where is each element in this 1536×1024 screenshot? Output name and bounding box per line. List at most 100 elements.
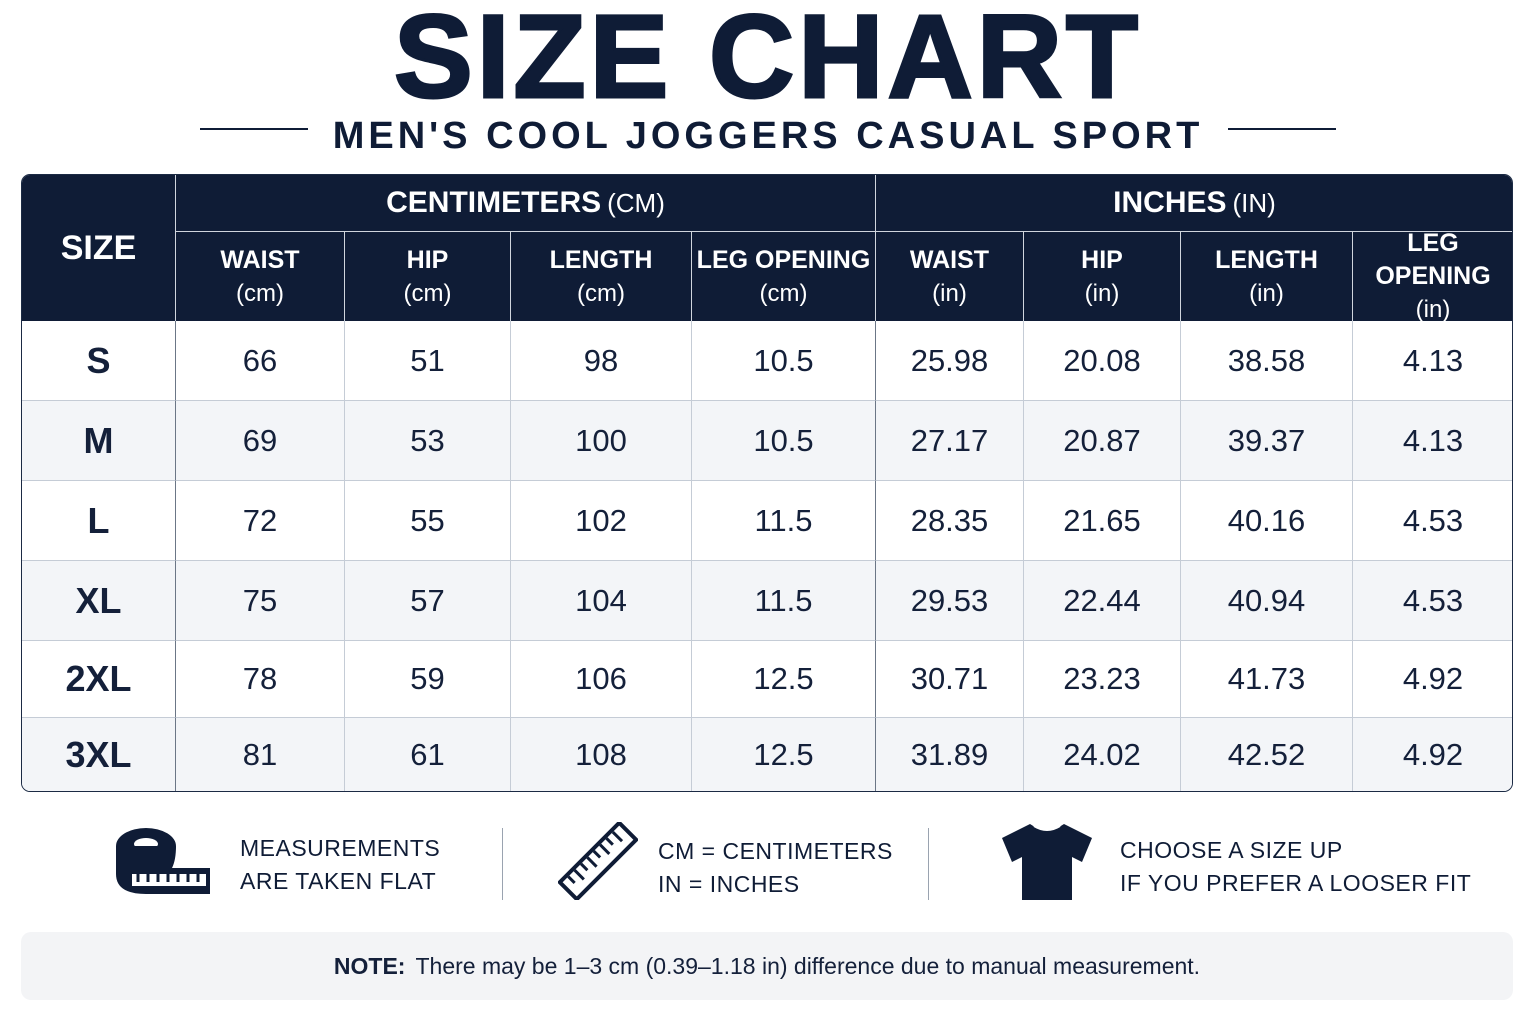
value-cell: 24.02 xyxy=(1024,718,1181,791)
column-unit: (in) xyxy=(1415,296,1451,323)
column-label: WAIST xyxy=(909,245,990,274)
group-label: CENTIMETERS xyxy=(386,186,602,219)
value-cell: 100 xyxy=(511,401,692,481)
group-unit: (IN) xyxy=(1232,187,1276,218)
value-cell: 31.89 xyxy=(876,718,1024,791)
value-cell: 4.53 xyxy=(1353,561,1512,641)
group-header: CENTIMETERS (CM) xyxy=(176,175,876,232)
value-cell: 51 xyxy=(345,321,511,401)
value-cell: 11.5 xyxy=(692,561,876,641)
info-line: IF YOU PREFER A LOOSER FIT xyxy=(1120,870,1472,896)
size-cell: S xyxy=(22,321,176,401)
column-label: LEG OPENING xyxy=(696,245,871,274)
tape-icon xyxy=(116,828,210,894)
value-cell: 4.92 xyxy=(1353,641,1512,718)
info-text: MEASUREMENTS ARE TAKEN FLAT xyxy=(240,832,440,898)
info-line: CHOOSE A SIZE UP xyxy=(1120,837,1343,863)
value-cell: 10.5 xyxy=(692,401,876,481)
value-cell: 38.58 xyxy=(1181,321,1353,401)
value-cell: 104 xyxy=(511,561,692,641)
value-cell: 12.5 xyxy=(692,641,876,718)
ruler-icon xyxy=(558,822,638,900)
value-cell: 20.87 xyxy=(1024,401,1181,481)
value-cell: 102 xyxy=(511,481,692,561)
value-cell: 21.65 xyxy=(1024,481,1181,561)
note-label: NOTE: xyxy=(333,952,406,979)
column-label: LENGTH xyxy=(1215,245,1318,274)
value-cell: 78 xyxy=(176,641,345,718)
value-cell: 69 xyxy=(176,401,345,481)
column-label: WAIST xyxy=(220,245,300,274)
note-text: There may be 1–3 cm (0.39–1.18 in) diffe… xyxy=(415,952,1201,979)
value-cell: 30.71 xyxy=(876,641,1024,718)
shirt-icon xyxy=(1002,824,1092,900)
header-cell: SIZE xyxy=(22,175,176,321)
value-cell: 27.17 xyxy=(876,401,1024,481)
value-cell: 81 xyxy=(176,718,345,791)
value-cell: 55 xyxy=(345,481,511,561)
value-cell: 4.13 xyxy=(1353,401,1512,481)
value-cell: 4.13 xyxy=(1353,321,1512,401)
column-unit: (in) xyxy=(932,279,967,307)
info-line: CM = CENTIMETERS xyxy=(658,838,893,864)
column-label: LEG OPENING xyxy=(1375,229,1491,290)
info-line: MEASUREMENTS xyxy=(240,835,441,861)
column-unit: (cm) xyxy=(236,279,284,307)
info-line: ARE TAKEN FLAT xyxy=(240,868,437,894)
value-cell: 4.53 xyxy=(1353,481,1512,561)
info-text: CM = CENTIMETERS IN = INCHES xyxy=(658,835,893,901)
column-unit: (cm) xyxy=(403,279,452,307)
decor-line xyxy=(1228,128,1336,130)
value-cell: 29.53 xyxy=(876,561,1024,641)
column-header: LEG OPENING (in) xyxy=(1353,229,1512,323)
value-cell: 108 xyxy=(511,718,692,791)
subtitle: MEN'S COOL JOGGERS CASUAL SPORT xyxy=(332,115,1204,157)
title: SIZE CHART xyxy=(393,0,1142,123)
column-unit: (cm) xyxy=(577,279,625,307)
size-cell: L xyxy=(22,481,176,561)
value-cell: 22.44 xyxy=(1024,561,1181,641)
value-cell: 106 xyxy=(511,641,692,718)
column-header: WAIST (cm) xyxy=(176,232,345,321)
column-label: HIP xyxy=(1081,245,1123,274)
column-unit: (in) xyxy=(1084,279,1120,307)
value-cell: 4.92 xyxy=(1353,718,1512,791)
value-cell: 59 xyxy=(345,641,511,718)
column-unit: (in) xyxy=(1249,279,1284,307)
size-cell: 3XL xyxy=(22,718,176,791)
size-cell: 2XL xyxy=(22,641,176,718)
group-header: INCHES (IN) xyxy=(876,175,1512,232)
column-header: HIP (cm) xyxy=(345,232,511,321)
value-cell: 40.94 xyxy=(1181,561,1353,641)
value-cell: 12.5 xyxy=(692,718,876,791)
value-cell: 28.35 xyxy=(876,481,1024,561)
value-cell: 66 xyxy=(176,321,345,401)
size-cell: XL xyxy=(22,561,176,641)
value-cell: 75 xyxy=(176,561,345,641)
separator xyxy=(502,828,503,900)
value-cell: 53 xyxy=(345,401,511,481)
column-header: HIP (in) xyxy=(1024,232,1181,321)
value-cell: 42.52 xyxy=(1181,718,1353,791)
value-cell: 10.5 xyxy=(692,321,876,401)
value-cell: 40.16 xyxy=(1181,481,1353,561)
column-header: LENGTH (cm) xyxy=(511,232,692,321)
info-text: CHOOSE A SIZE UP IF YOU PREFER A LOOSER F… xyxy=(1120,834,1471,900)
value-cell: 41.73 xyxy=(1181,641,1353,718)
value-cell: 23.23 xyxy=(1024,641,1181,718)
column-header: WAIST (in) xyxy=(876,232,1024,321)
separator xyxy=(928,828,929,900)
group-unit: (CM) xyxy=(607,187,665,218)
value-cell: 98 xyxy=(511,321,692,401)
decor-line xyxy=(200,128,308,130)
value-cell: 72 xyxy=(176,481,345,561)
size-cell: M xyxy=(22,401,176,481)
value-cell: 20.08 xyxy=(1024,321,1181,401)
value-cell: 39.37 xyxy=(1181,401,1353,481)
value-cell: 61 xyxy=(345,718,511,791)
group-label: INCHES xyxy=(1113,186,1227,219)
column-header: LEG OPENING (cm) xyxy=(692,232,876,321)
info-line: IN = INCHES xyxy=(658,871,800,897)
